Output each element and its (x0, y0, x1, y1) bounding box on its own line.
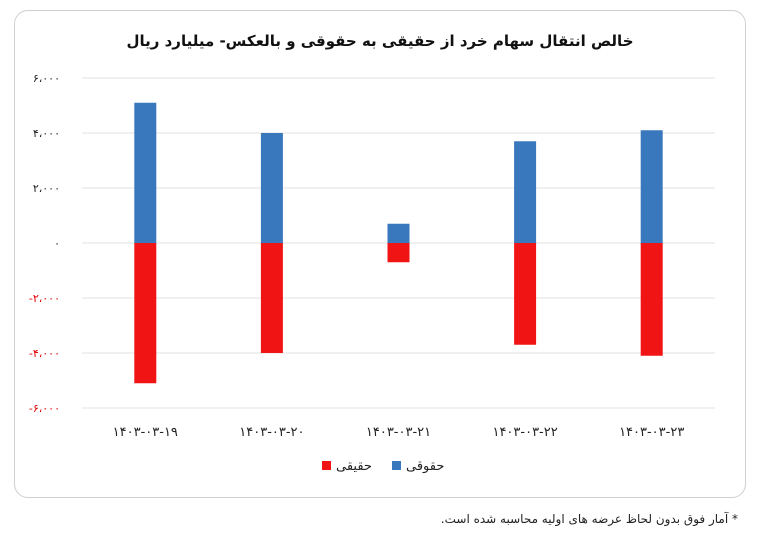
x-tick-label: ۱۴۰۳-۰۳-۲۱ (366, 425, 431, 440)
bar (514, 243, 537, 345)
bar (260, 133, 283, 243)
x-tick-label: ۱۴۰۳-۰۳-۲۰ (239, 425, 304, 440)
bar (514, 141, 537, 243)
bar (640, 130, 663, 243)
bar (134, 102, 157, 243)
chart-title: خالص انتقال سهام خرد از حقیقی به حقوقی و… (126, 32, 633, 50)
y-tick-label: ۴،۰۰۰ (33, 127, 60, 140)
y-tick-label: ۶،۰۰۰ (33, 72, 60, 85)
bar (640, 243, 663, 356)
chart: خالص انتقال سهام خرد از حقیقی به حقوقی و… (29, 32, 715, 474)
gridlines (82, 77, 715, 409)
y-tick-label: -۶،۰۰۰ (29, 402, 60, 415)
legend: حقیقی حقوقی (322, 459, 444, 474)
bars (134, 102, 663, 384)
bar (387, 243, 410, 263)
x-axis: ۱۴۰۳-۰۳-۱۹ ۱۴۰۳-۰۳-۲۰ ۱۴۰۳-۰۳-۲۱ ۱۴۰۳-۰۳-۲۲… (113, 425, 685, 440)
legend-swatch (392, 461, 401, 470)
bar (260, 243, 283, 353)
bar (387, 223, 410, 243)
legend-label: حقوقی (406, 459, 444, 474)
bar (134, 243, 157, 384)
y-tick-label: -۴،۰۰۰ (29, 347, 60, 360)
x-tick-label: ۱۴۰۳-۰۳-۲۳ (619, 425, 684, 440)
y-tick-label: ۲،۰۰۰ (33, 182, 60, 195)
y-tick-label: -۲،۰۰۰ (29, 292, 60, 305)
y-tick-label: ۰ (54, 237, 60, 250)
legend-swatch (322, 461, 331, 470)
x-tick-label: ۱۴۰۳-۰۳-۲۲ (492, 425, 557, 440)
x-tick-label: ۱۴۰۳-۰۳-۱۹ (113, 425, 178, 440)
legend-label: حقیقی (336, 459, 372, 474)
footnote: * آمار فوق بدون لحاظ عرضه های اولیه محاس… (440, 512, 738, 526)
y-axis: ۶،۰۰۰ ۴،۰۰۰ ۲،۰۰۰ ۰ -۲،۰۰۰ -۴،۰۰۰ -۶،۰۰۰ (29, 72, 60, 415)
